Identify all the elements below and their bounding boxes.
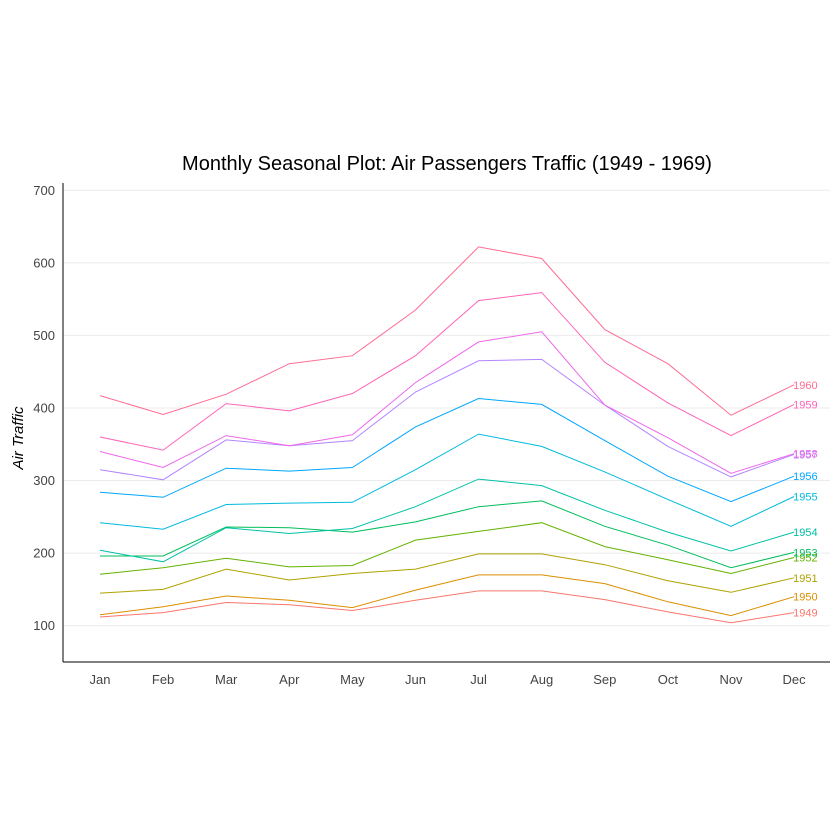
series-line-1953 <box>100 500 795 569</box>
x-tick-label: Oct <box>658 672 679 687</box>
y-tick-label: 500 <box>33 328 55 343</box>
series-line-1955 <box>99 433 795 530</box>
series-line-1950 <box>99 574 795 617</box>
series-line-1954 <box>99 478 795 563</box>
x-tick-label: Jan <box>90 672 111 687</box>
gridlines <box>63 189 830 627</box>
x-tick-label: Nov <box>719 672 743 687</box>
y-tick-label: 600 <box>33 255 55 270</box>
series-line-1952 <box>99 522 795 575</box>
series-lines <box>99 246 795 624</box>
x-tick-label: Mar <box>215 672 238 687</box>
x-tick-label: Sep <box>593 672 616 687</box>
series-label-1959: 1959 <box>793 399 817 411</box>
y-tick-label: 100 <box>33 618 55 633</box>
x-tick-label: Jul <box>470 672 487 687</box>
series-line-1957 <box>99 358 795 481</box>
y-tick-label: 700 <box>33 183 55 198</box>
x-tick-label: May <box>340 672 365 687</box>
series-label-1953: 1953 <box>793 547 817 559</box>
axis-ticks: 100 200 300 400 500 600 700 Jan Feb Mar Apr May Jun J… <box>33 183 806 687</box>
series-label-1960: 1960 <box>793 380 817 392</box>
series-line-1956 <box>99 397 795 503</box>
series-label-1956: 1956 <box>793 471 817 483</box>
series-label-1958: 1958 <box>793 449 817 461</box>
chart-title: Monthly Seasonal Plot: Air Passengers Tr… <box>182 153 712 175</box>
x-tick-label: Feb <box>152 672 174 687</box>
series-label-1955: 1955 <box>793 492 817 504</box>
series-line-1958 <box>99 331 795 474</box>
series-line-1951 <box>99 553 795 594</box>
y-tick-label: 200 <box>33 546 55 561</box>
x-tick-label: Aug <box>530 672 553 687</box>
y-tick-label: 400 <box>33 400 55 415</box>
series-line-1959 <box>99 292 795 451</box>
series-line-1960 <box>99 246 795 416</box>
series-label-1949: 1949 <box>793 608 817 620</box>
x-tick-label: Apr <box>279 672 300 687</box>
x-tick-label: Jun <box>405 672 426 687</box>
series-label-1954: 1954 <box>793 527 817 539</box>
y-tick-label: 300 <box>33 473 55 488</box>
series-label-1952: 1952 <box>793 552 817 564</box>
x-tick-label: Dec <box>783 672 807 687</box>
series-label-1957: 1957 <box>793 449 817 461</box>
series-line-1949 <box>99 590 795 624</box>
y-axis-label: Air Traffic <box>10 406 27 471</box>
series-label-1951: 1951 <box>793 573 817 585</box>
series-label-1950: 1950 <box>793 592 817 604</box>
